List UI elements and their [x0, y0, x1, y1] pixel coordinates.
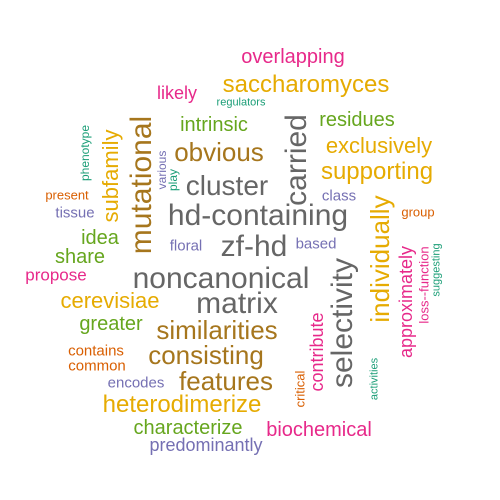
word-biochemical: biochemical	[266, 419, 372, 441]
word-exclusively: exclusively	[325, 133, 433, 158]
word-obvious: obvious	[174, 137, 264, 167]
word-noncanonical: noncanonical	[132, 262, 310, 295]
word-likely: likely	[156, 83, 198, 103]
word-activities: activities	[368, 357, 381, 401]
word-present: present	[45, 187, 89, 203]
word-approximately: approximately	[396, 245, 416, 359]
word-mutational: mutational	[125, 115, 158, 255]
word-carried: carried	[280, 114, 313, 206]
word-propose: propose	[25, 265, 87, 285]
word-based: based	[295, 235, 337, 253]
word-encodes: encodes	[107, 374, 165, 392]
word-group: group	[401, 204, 435, 220]
word-individually: individually	[365, 195, 395, 323]
word-characterize: characterize	[133, 417, 243, 439]
word-class: class	[321, 187, 357, 205]
word-common: common	[68, 357, 126, 375]
word-floral: floral	[169, 237, 203, 255]
word-subfamily: subfamily	[98, 129, 123, 223]
word-hd-containing: hd-containing	[167, 199, 349, 232]
word-cerevisiae: cerevisiae	[60, 288, 160, 313]
word-selectivity: selectivity	[326, 257, 359, 389]
word-loss-function: loss--function	[416, 246, 432, 324]
word-contribute: contribute	[307, 312, 327, 392]
word-suggesting: suggesting	[430, 243, 443, 297]
word-predominantly: predominantly	[149, 435, 263, 455]
word-overlapping: overlapping	[241, 46, 345, 68]
word-greater: greater	[79, 313, 143, 335]
word-play: play	[166, 168, 180, 192]
word-phenotype: phenotype	[78, 124, 92, 182]
word-regulators: regulators	[216, 96, 266, 109]
word-heterodimerize: heterodimerize	[102, 391, 262, 418]
word-residues: residues	[319, 109, 395, 131]
word-zf-hd: zf-hd	[220, 230, 288, 263]
word-tissue: tissue	[55, 204, 95, 222]
word-supporting: supporting	[320, 158, 434, 185]
word-saccharomyces: saccharomyces	[222, 71, 390, 98]
word-contains: contains	[68, 342, 124, 360]
word-idea: idea	[81, 227, 119, 249]
word-similarities: similarities	[156, 315, 278, 345]
word-cluster: cluster	[185, 170, 269, 201]
word-critical: critical	[292, 370, 308, 408]
word-matrix: matrix	[196, 287, 278, 320]
word-features: features	[179, 366, 273, 396]
word-intrinsic: intrinsic	[180, 114, 248, 136]
word-consisting: consisting	[148, 340, 264, 370]
word-share: share	[54, 246, 106, 268]
